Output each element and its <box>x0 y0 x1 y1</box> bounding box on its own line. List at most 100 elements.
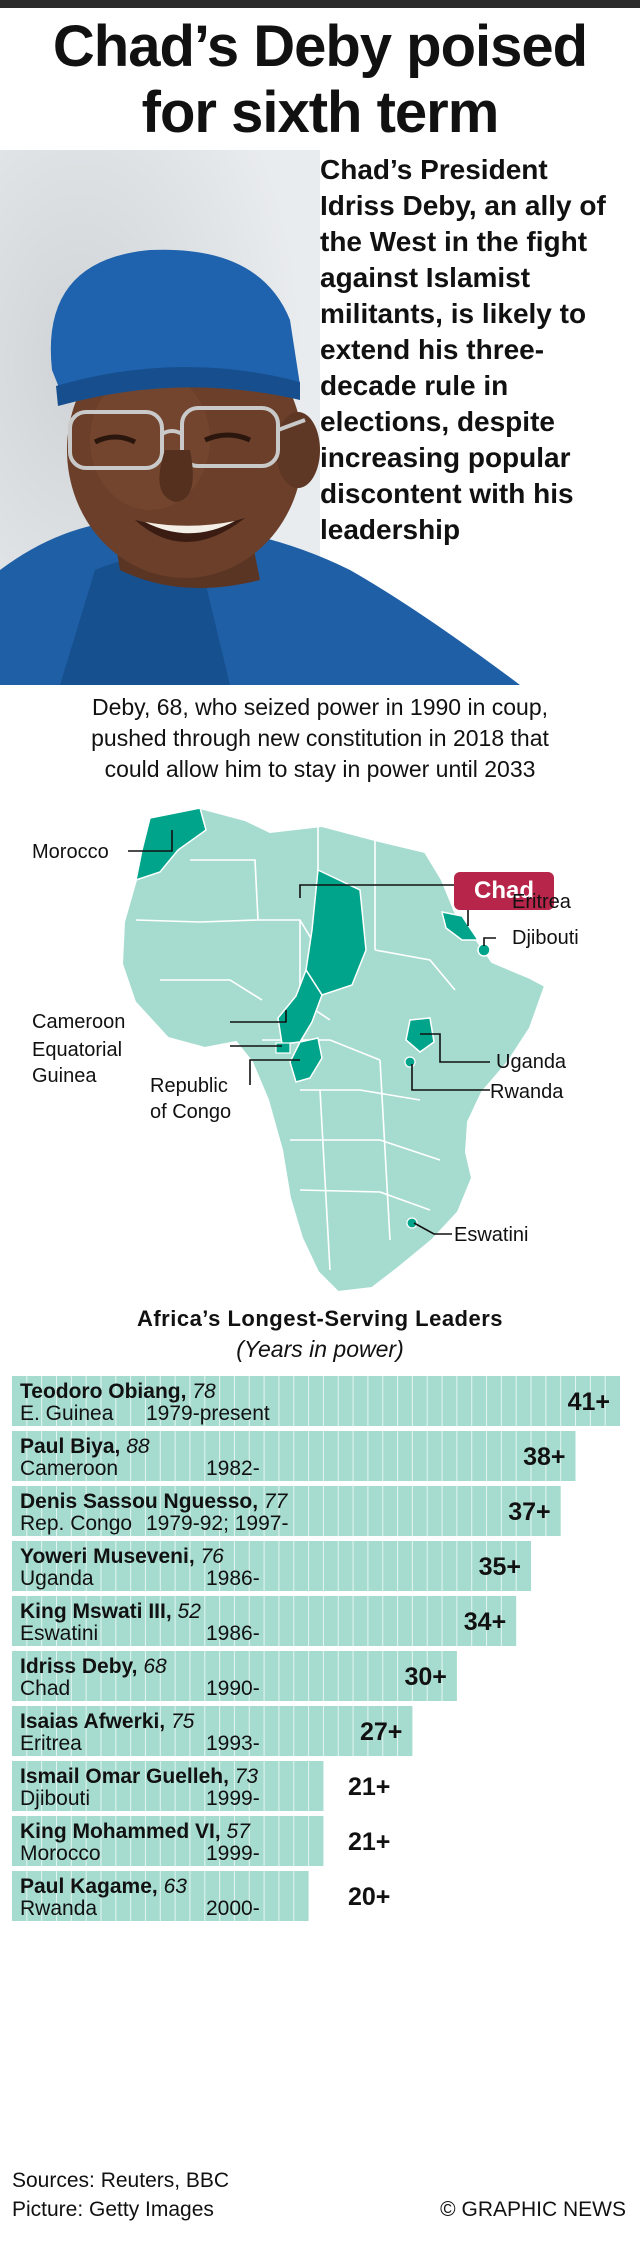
leader-name: Isaias Afwerki, 75 <box>20 1710 195 1733</box>
leader-row: Teodoro Obiang, 78E. Guinea 1979-present 4… <box>12 1376 620 1426</box>
portrait-illustration <box>0 150 640 685</box>
chart-title: Africa’s Longest-Serving Leaders <box>136 1306 504 1331</box>
country-eritrea <box>440 911 480 941</box>
leader-age: 57 <box>227 1820 252 1843</box>
leader-country: Rwanda <box>20 1897 97 1920</box>
leader-period: 2000- <box>206 1897 260 1920</box>
leader-period: 1993- <box>206 1732 260 1755</box>
bar <box>12 1486 561 1536</box>
leader-period: 1986- <box>206 1622 260 1645</box>
label-equatorial-guinea-2: Guinea <box>32 1065 97 1087</box>
leader-name: King Mohammed VI, 57 <box>20 1820 251 1843</box>
portrait-photo <box>0 150 640 685</box>
leader-age: 68 <box>143 1655 167 1678</box>
leader-age: 73 <box>235 1765 259 1788</box>
headline-line-1: Chad’s Deby poised <box>52 14 588 79</box>
country-uganda <box>405 1017 435 1053</box>
leader-period: 1990- <box>206 1677 260 1700</box>
leader-period: 1986- <box>206 1567 260 1590</box>
label-republic-of-congo-1: Republic <box>150 1075 228 1097</box>
country-republic-of-congo <box>289 1037 323 1083</box>
leader-country: Eswatini <box>20 1622 98 1645</box>
deck-line-3: could allow him to stay in power until 2… <box>104 756 536 782</box>
africa-landmass <box>120 806 547 1294</box>
leader-period: 1999- <box>206 1787 260 1810</box>
value-label: 21+ <box>348 1773 390 1801</box>
leader-country: Cameroon <box>20 1457 118 1480</box>
label-eritrea: Eritrea <box>512 891 572 913</box>
leader-name: Ismail Omar Guelleh, 73 <box>20 1765 258 1788</box>
top-rule <box>0 0 640 8</box>
headline: Chad’s Deby poised for sixth term <box>0 14 640 146</box>
bar <box>12 1761 324 1811</box>
leader-age: 78 <box>192 1380 216 1403</box>
label-morocco: Morocco <box>32 841 109 863</box>
country-morocco <box>135 807 207 882</box>
leader-country: E. Guinea <box>20 1402 114 1425</box>
value-label: 38+ <box>523 1443 565 1471</box>
leader-name: Idriss Deby, 68 <box>20 1655 167 1678</box>
callout-lines <box>128 830 500 1235</box>
value-label: 34+ <box>464 1608 506 1636</box>
leader-country: Djibouti <box>20 1787 90 1810</box>
leader-country: Uganda <box>20 1567 94 1590</box>
bar <box>12 1541 532 1591</box>
value-label: 27+ <box>360 1718 402 1746</box>
leader-name: King Mswati III, 52 <box>20 1600 201 1623</box>
country-eswatini <box>406 1217 418 1229</box>
bar <box>12 1706 413 1756</box>
leader-age: 52 <box>178 1600 202 1623</box>
leader-age: 77 <box>264 1490 289 1513</box>
label-eswatini: Eswatini <box>454 1224 528 1246</box>
value-label: 30+ <box>404 1663 446 1691</box>
graphic-news-credit: © GRAPHIC NEWS <box>440 2198 626 2221</box>
leader-name: Paul Kagame, 63 <box>20 1875 187 1898</box>
leader-period: 1982- <box>206 1457 260 1480</box>
country-chad <box>305 868 367 996</box>
label-uganda: Uganda <box>496 1051 567 1073</box>
country-cameroon <box>277 968 323 1045</box>
bar <box>12 1816 324 1866</box>
value-label: 41+ <box>568 1388 610 1416</box>
leader-age: 88 <box>126 1435 150 1458</box>
value-label: 37+ <box>508 1498 550 1526</box>
africa-map: Chad Morocco Eritrea Djibouti Cameroon E… <box>32 806 579 1294</box>
leader-age: 63 <box>164 1875 188 1898</box>
leader-country: Chad <box>20 1677 70 1700</box>
chart-subtitle: (Years in power) <box>236 1336 404 1362</box>
deck-line-1: Deby, 68, who seized power in 1990 in co… <box>91 694 549 720</box>
country-equatorial-guinea <box>275 1042 291 1054</box>
label-equatorial-guinea-1: Equatorial <box>32 1039 122 1061</box>
label-cameroon: Cameroon <box>32 1011 125 1033</box>
value-label: 35+ <box>479 1553 521 1581</box>
footer-credits: Sources: Reuters, BBC Picture: Getty Ima… <box>12 2166 229 2224</box>
leader-period: 1979-92; 1997- <box>146 1512 288 1535</box>
headline-line-2: for sixth term <box>141 80 500 145</box>
chad-badge-label: Chad <box>474 877 534 904</box>
value-label: 21+ <box>348 1828 390 1856</box>
label-djibouti: Djibouti <box>512 927 579 949</box>
label-republic-of-congo-2: of Congo <box>150 1101 231 1123</box>
deck-text: Deby, 68, who seized power in 1990 in co… <box>0 692 640 785</box>
leader-country: Eritrea <box>20 1732 82 1755</box>
leader-period: 1979-present <box>146 1402 270 1425</box>
leader-country: Rep. Congo <box>20 1512 132 1535</box>
leader-period: 1999- <box>206 1842 260 1865</box>
value-label: 20+ <box>348 1883 390 1911</box>
leader-name: Paul Biya, 88 <box>20 1435 150 1458</box>
leader-country: Morocco <box>20 1842 101 1865</box>
deck-line-2: pushed through new constitution in 2018 … <box>91 725 549 751</box>
leaders-bar-chart: Teodoro Obiang, 78E. Guinea 1979-present 4… <box>12 1376 620 1921</box>
bar <box>12 1376 620 1426</box>
leader-age: 75 <box>171 1710 195 1733</box>
leader-name: Yoweri Museveni, 76 <box>20 1545 224 1568</box>
leader-name: Teodoro Obiang, 78 <box>20 1380 216 1403</box>
